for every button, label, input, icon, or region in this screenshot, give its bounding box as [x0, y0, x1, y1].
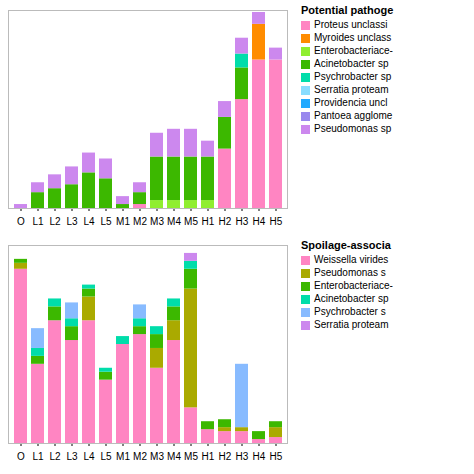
svg-text:L5: L5	[100, 216, 112, 227]
svg-text:L4: L4	[83, 216, 95, 227]
html-text:Pseudomonas s: Pseudomonas s	[314, 267, 386, 278]
svg-text:O: O	[17, 451, 25, 462]
svg-text:L1: L1	[32, 216, 44, 227]
html-text:Weissella virides: Weissella virides	[314, 254, 389, 265]
svg-text:H4: H4	[253, 451, 266, 462]
svg-text:L2: L2	[49, 451, 61, 462]
html-text:Enterobacteriace-: Enterobacteriace-	[314, 45, 393, 56]
svg-text:H3: H3	[236, 216, 249, 227]
svg-text:H2: H2	[219, 216, 232, 227]
svg-text:L2: L2	[49, 216, 61, 227]
html-text:Pseudomonas sp: Pseudomonas sp	[314, 123, 392, 134]
html-text:Acinetobacter sp: Acinetobacter sp	[314, 58, 389, 69]
html-text:Acinetobacter sp: Acinetobacter sp	[314, 293, 389, 304]
svg-text:L3: L3	[66, 451, 78, 462]
svg-text:M5: M5	[184, 216, 198, 227]
svg-text:M4: M4	[167, 451, 181, 462]
svg-text:M3: M3	[150, 451, 164, 462]
svg-text:L4: L4	[83, 451, 95, 462]
html-text:Proteus unclassi: Proteus unclassi	[314, 19, 388, 30]
svg-text:L1: L1	[32, 451, 44, 462]
svg-text:H4: H4	[253, 216, 266, 227]
svg-text:H1: H1	[202, 451, 215, 462]
svg-text:M5: M5	[184, 451, 198, 462]
svg-text:O: O	[17, 216, 25, 227]
html-text:Serratia proteam: Serratia proteam	[314, 319, 389, 330]
html-text:Enterobacteriace-: Enterobacteriace-	[314, 280, 393, 291]
html-text:Pantoea agglome: Pantoea agglome	[314, 110, 393, 121]
svg-text:H5: H5	[270, 216, 283, 227]
svg-text:H1: H1	[202, 216, 215, 227]
svg-text:M1: M1	[116, 451, 130, 462]
html-text:Spoilage-associa: Spoilage-associa	[301, 239, 391, 251]
svg-text:M2: M2	[133, 216, 147, 227]
svg-text:H5: H5	[270, 451, 283, 462]
html-text:Serratia proteam: Serratia proteam	[314, 84, 389, 95]
svg-text:L3: L3	[66, 216, 78, 227]
svg-text:H2: H2	[219, 451, 232, 462]
svg-text:M4: M4	[167, 216, 181, 227]
html-text:Myroides unclass: Myroides unclass	[314, 32, 392, 43]
svg-text:M1: M1	[116, 216, 130, 227]
svg-text:M2: M2	[133, 451, 147, 462]
html-text:Psychrobacter sp: Psychrobacter sp	[314, 71, 392, 82]
svg-text:H3: H3	[236, 451, 249, 462]
svg-text:L5: L5	[100, 451, 112, 462]
html-text:Providencia uncl: Providencia uncl	[314, 97, 388, 108]
svg-text:M3: M3	[150, 216, 164, 227]
html-text:Potential pathoge: Potential pathoge	[301, 4, 394, 16]
html-text:Psychrobacter s: Psychrobacter s	[314, 306, 386, 317]
